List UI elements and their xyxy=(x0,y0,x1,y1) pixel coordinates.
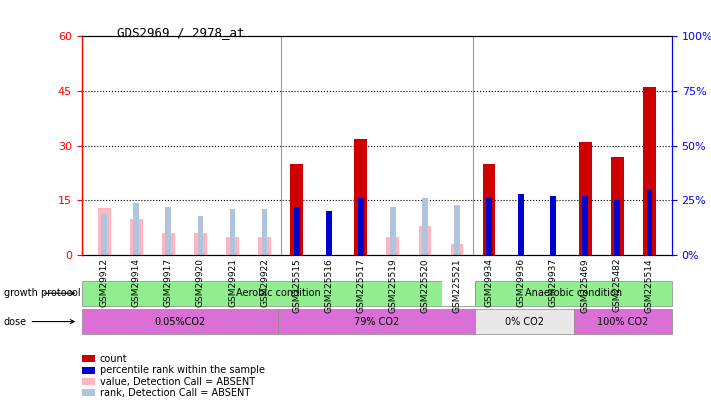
Bar xyxy=(102,213,107,255)
Text: rank, Detection Call = ABSENT: rank, Detection Call = ABSENT xyxy=(100,388,250,398)
Bar xyxy=(162,233,175,255)
Bar xyxy=(82,389,95,396)
Bar xyxy=(166,207,171,255)
Text: GDS2969 / 2978_at: GDS2969 / 2978_at xyxy=(117,26,245,39)
Bar xyxy=(358,198,364,255)
Text: value, Detection Call = ABSENT: value, Detection Call = ABSENT xyxy=(100,377,255,386)
Bar xyxy=(194,233,207,255)
Bar xyxy=(550,196,556,255)
Bar xyxy=(518,194,524,255)
Text: dose: dose xyxy=(4,317,74,326)
Bar xyxy=(82,309,279,334)
Bar xyxy=(475,309,574,334)
Bar xyxy=(226,237,239,255)
Bar xyxy=(130,219,143,255)
Bar xyxy=(454,205,460,255)
Bar xyxy=(230,209,235,255)
Bar xyxy=(82,378,95,385)
Bar xyxy=(387,237,400,255)
Text: percentile rank within the sample: percentile rank within the sample xyxy=(100,365,264,375)
Bar xyxy=(82,355,95,362)
Text: 79% CO2: 79% CO2 xyxy=(354,317,400,326)
Text: 0.05%CO2: 0.05%CO2 xyxy=(154,317,205,326)
Bar xyxy=(451,244,464,255)
Bar xyxy=(279,309,475,334)
Text: 0% CO2: 0% CO2 xyxy=(505,317,544,326)
Bar xyxy=(294,207,299,255)
Text: 100% CO2: 100% CO2 xyxy=(597,317,648,326)
Text: Anaerobic condition: Anaerobic condition xyxy=(525,288,622,298)
Bar xyxy=(326,211,331,255)
Bar xyxy=(611,157,624,255)
Bar xyxy=(442,281,475,306)
Bar xyxy=(198,216,203,255)
Bar xyxy=(354,139,367,255)
Text: count: count xyxy=(100,354,127,364)
Bar xyxy=(646,190,652,255)
Bar xyxy=(134,202,139,255)
Bar xyxy=(579,142,592,255)
Bar xyxy=(419,226,432,255)
Bar xyxy=(483,164,496,255)
Bar xyxy=(390,207,396,255)
Bar xyxy=(258,237,271,255)
Bar xyxy=(486,198,492,255)
Bar xyxy=(643,87,656,255)
Bar xyxy=(475,281,672,306)
Text: Aerobic condition: Aerobic condition xyxy=(236,288,321,298)
Bar xyxy=(614,200,620,255)
Bar xyxy=(422,198,428,255)
Text: growth protocol: growth protocol xyxy=(4,288,80,298)
Bar xyxy=(290,164,303,255)
Bar xyxy=(98,208,111,255)
Bar xyxy=(262,209,267,255)
Bar xyxy=(574,309,672,334)
Bar xyxy=(582,196,588,255)
Bar xyxy=(82,281,475,306)
Bar xyxy=(82,367,95,374)
